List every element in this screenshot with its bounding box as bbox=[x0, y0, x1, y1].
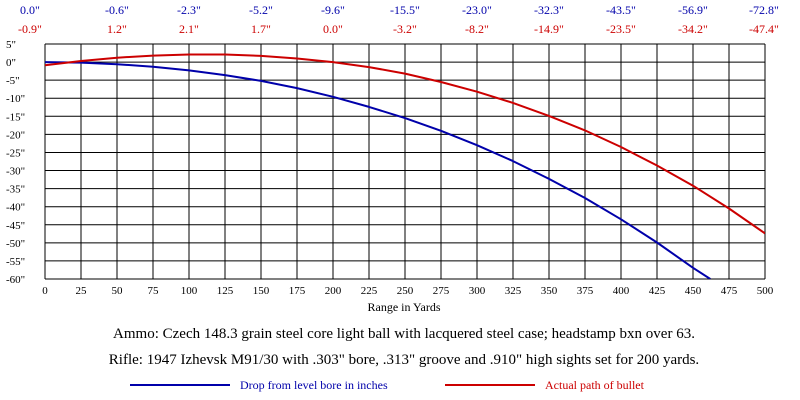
x-tick-label: 300 bbox=[469, 285, 486, 297]
top-drop-value: -23.0" bbox=[462, 3, 492, 17]
y-tick-label: -50" bbox=[6, 238, 25, 250]
top-path-value: 1.2" bbox=[107, 22, 127, 36]
x-tick-label: 125 bbox=[217, 285, 234, 297]
x-tick-label: 25 bbox=[76, 285, 88, 297]
x-tick-label: 425 bbox=[649, 285, 666, 297]
top-path-value: 0.0" bbox=[323, 22, 343, 36]
top-drop-value: -0.6" bbox=[105, 3, 129, 17]
y-tick-label: 0" bbox=[6, 57, 16, 69]
top-drop-value: 0.0" bbox=[20, 3, 40, 17]
x-tick-label: 175 bbox=[289, 285, 306, 297]
series-lines bbox=[45, 53, 765, 279]
top-drop-value: -72.8" bbox=[749, 3, 779, 17]
series-line-drop bbox=[45, 61, 711, 279]
x-tick-label: 500 bbox=[757, 285, 774, 297]
top-value-rows: 0.0" -0.9" -0.6" 1.2" -2.3" 2.1" -5.2" 1.7" -9.6… bbox=[18, 3, 779, 36]
top-path-value: -0.9" bbox=[18, 22, 42, 36]
x-tick-label: 150 bbox=[253, 285, 270, 297]
y-tick-label: -45" bbox=[6, 220, 25, 232]
x-tick-label: 350 bbox=[541, 285, 558, 297]
y-tick-label: -10" bbox=[6, 93, 25, 105]
x-tick-label: 250 bbox=[397, 285, 414, 297]
x-tick-label: 275 bbox=[433, 285, 450, 297]
x-axis-label: Range in Yards bbox=[367, 300, 440, 314]
y-tick-label: -5" bbox=[6, 75, 20, 87]
y-tick-label: -60" bbox=[6, 274, 25, 286]
y-tick-label: -15" bbox=[6, 111, 25, 123]
legend: Drop from level bore in inches Actual pa… bbox=[130, 378, 645, 392]
top-path-value: -8.2" bbox=[465, 22, 489, 36]
y-tick-labels: 5" 0" -5" -10" -15" -20" -25" -30" -35" -40" -45" -… bbox=[6, 39, 25, 286]
top-drop-value: -5.2" bbox=[249, 3, 273, 17]
x-tick-label: 325 bbox=[505, 285, 522, 297]
y-tick-label: -40" bbox=[6, 202, 25, 214]
top-path-value: -3.2" bbox=[393, 22, 417, 36]
x-tick-label: 225 bbox=[361, 285, 378, 297]
top-drop-value: -9.6" bbox=[321, 3, 345, 17]
top-drop-value: -32.3" bbox=[534, 3, 564, 17]
x-tick-label: 475 bbox=[721, 285, 738, 297]
x-tick-label: 450 bbox=[685, 285, 702, 297]
top-path-value: -47.4" bbox=[749, 22, 779, 36]
x-tick-label: 200 bbox=[325, 285, 342, 297]
series-line-path bbox=[45, 53, 765, 235]
y-tick-label: -20" bbox=[6, 129, 25, 141]
x-tick-label: 100 bbox=[181, 285, 198, 297]
x-tick-label: 50 bbox=[112, 285, 124, 297]
y-tick-label: -25" bbox=[6, 147, 25, 159]
x-tick-label: 400 bbox=[613, 285, 630, 297]
rifle-caption: Rifle: 1947 Izhevsk M91/30 with .303" bo… bbox=[109, 352, 699, 368]
y-tick-label: -35" bbox=[6, 184, 25, 196]
y-tick-label: -30" bbox=[6, 166, 25, 178]
x-tick-label: 75 bbox=[148, 285, 160, 297]
top-path-value: 2.1" bbox=[179, 22, 199, 36]
legend-label-path: Actual path of bullet bbox=[545, 378, 645, 392]
legend-label-drop: Drop from level bore in inches bbox=[240, 378, 388, 392]
top-path-value: -14.9" bbox=[534, 22, 564, 36]
x-tick-labels: 0 25 50 75 100 125 150 175 200 225 250 275 300 325 350… bbox=[42, 285, 774, 297]
top-drop-value: -15.5" bbox=[390, 3, 420, 17]
ammo-caption: Ammo: Czech 148.3 grain steel core light… bbox=[113, 326, 695, 342]
x-tick-label: 375 bbox=[577, 285, 594, 297]
y-tick-label: -55" bbox=[6, 256, 25, 268]
top-drop-value: -2.3" bbox=[177, 3, 201, 17]
top-path-value: -23.5" bbox=[606, 22, 636, 36]
top-drop-value: -56.9" bbox=[678, 3, 708, 17]
y-tick-label: 5" bbox=[6, 39, 16, 51]
x-tick-label: 0 bbox=[42, 285, 48, 297]
grid bbox=[44, 43, 766, 280]
top-path-value: 1.7" bbox=[251, 22, 271, 36]
top-drop-value: -43.5" bbox=[606, 3, 636, 17]
top-path-value: -34.2" bbox=[678, 22, 708, 36]
